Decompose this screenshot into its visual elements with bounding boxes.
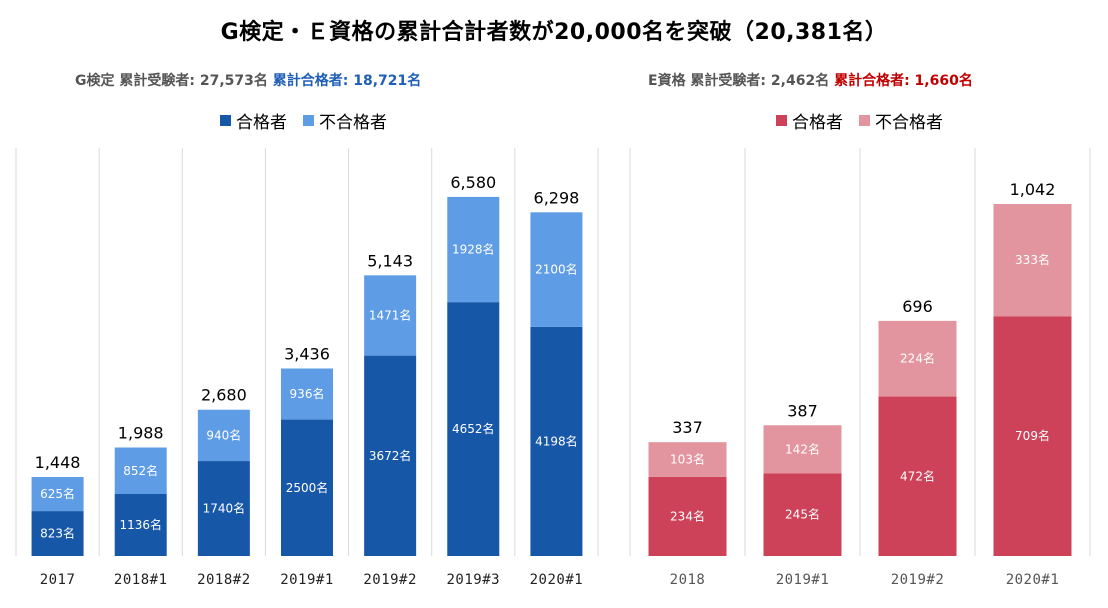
e-legend-passed-label: 合格者 [792,113,843,133]
g-bar-passed [530,326,583,556]
e-category-label: 2018 [670,572,706,588]
g-bar-failed [447,196,500,303]
e-label-total: 387 [787,401,818,420]
g-bar-passed [281,419,333,556]
g-summary-passed: 累計合格者: 18,721名 [272,73,422,89]
e-bar-passed [763,473,842,556]
e-label-passed: 234名 [670,508,705,523]
e-label-failed: 103名 [670,452,705,467]
g-category-label: 2019#2 [363,572,417,588]
g-label-failed: 1928名 [452,242,495,257]
g-summary: G検定 累計受験者: 27,573名 累計合格者: 18,721名 [75,70,421,90]
g-label-failed: 625名 [40,486,75,501]
g-label-passed: 1136名 [119,517,162,532]
g-bar-passed [31,511,84,556]
e-summary-passed: 累計合格者: 1,660名 [834,73,973,89]
e-legend-failed: 不合格者 [859,108,943,133]
g-label-passed: 4652名 [452,421,495,436]
g-category-label: 2018#2 [197,572,251,588]
g-label-passed: 4198名 [535,433,578,448]
e-bar-passed [993,316,1072,556]
e-category-label: 2020#1 [1006,572,1060,588]
e-label-passed: 472名 [900,468,935,483]
e-legend: 合格者 不合格者 [776,108,959,133]
g-legend-failed-swatch [303,115,314,126]
g-bar-failed [281,368,333,420]
e-label-failed: 142名 [785,441,820,456]
g-label-total: 1,988 [118,424,164,443]
g-bar-passed [197,461,250,556]
g-label-failed: 852名 [123,463,158,478]
e-category-label: 2019#2 [891,572,945,588]
g-bar-failed [197,409,250,462]
e-bar-failed [993,204,1072,317]
g-legend-failed: 不合格者 [303,108,387,133]
g-label-failed: 936名 [290,386,325,401]
g-category-label: 2018#1 [114,572,168,588]
g-bar-failed [364,275,417,356]
g-label-failed: 2100名 [535,262,578,277]
g-label-total: 3,436 [284,344,330,363]
e-legend-failed-swatch [859,115,870,126]
e-category-label: 2019#1 [776,572,830,588]
g-label-passed: 3672名 [369,448,412,463]
g-label-failed: 1471名 [369,307,412,322]
e-summary-total: E資格 累計受験者: 2,462名 [648,73,830,89]
e-label-passed: 245名 [785,507,820,522]
e-label-total: 696 [902,297,933,316]
g-summary-total: G検定 累計受験者: 27,573名 [75,73,268,89]
g-bar-passed [114,494,167,556]
g-bar-passed [364,355,417,556]
g-label-failed: 940名 [206,427,241,442]
g-bar-passed [447,302,500,556]
g-label-total: 2,680 [201,386,247,405]
g-label-total: 1,448 [35,453,81,472]
e-bar-failed [648,442,727,477]
e-label-total: 337 [672,418,703,437]
e-legend-passed: 合格者 [776,108,843,133]
e-legend-passed-swatch [776,115,787,126]
e-bar-failed [763,425,842,474]
g-category-label: 2019#1 [280,572,334,588]
g-category-label: 2020#1 [530,572,584,588]
g-category-label: 2019#3 [446,572,500,588]
g-bar-failed [530,212,583,327]
e-label-passed: 709名 [1015,428,1050,443]
g-label-total: 6,580 [450,173,496,192]
g-label-passed: 2500名 [286,480,329,495]
e-label-failed: 224名 [900,351,935,366]
e-bar-passed [648,476,727,556]
g-label-passed: 1740名 [203,501,246,516]
g-legend-passed-swatch [220,115,231,126]
g-category-label: 2017 [40,572,76,588]
e-legend-failed-label: 不合格者 [875,113,943,133]
g-label-total: 5,143 [367,251,413,270]
g-bar-failed [114,447,167,495]
e-summary: E資格 累計受験者: 2,462名 累計合格者: 1,660名 [648,70,973,90]
e-label-failed: 333名 [1015,252,1050,267]
g-bar-failed [31,476,84,512]
g-label-total: 6,298 [534,188,580,207]
e-bar-failed [878,320,957,397]
e-label-total: 1,042 [1010,180,1056,199]
g-legend-passed: 合格者 [220,108,287,133]
g-label-passed: 823名 [40,526,75,541]
g-legend: 合格者 不合格者 [220,108,403,133]
g-legend-failed-label: 不合格者 [319,113,387,133]
g-legend-passed-label: 合格者 [236,113,287,133]
chart-title: G検定・Ｅ資格の累計合計者数が20,000名を突破（20,381名） [220,20,888,45]
e-bar-passed [878,396,957,556]
